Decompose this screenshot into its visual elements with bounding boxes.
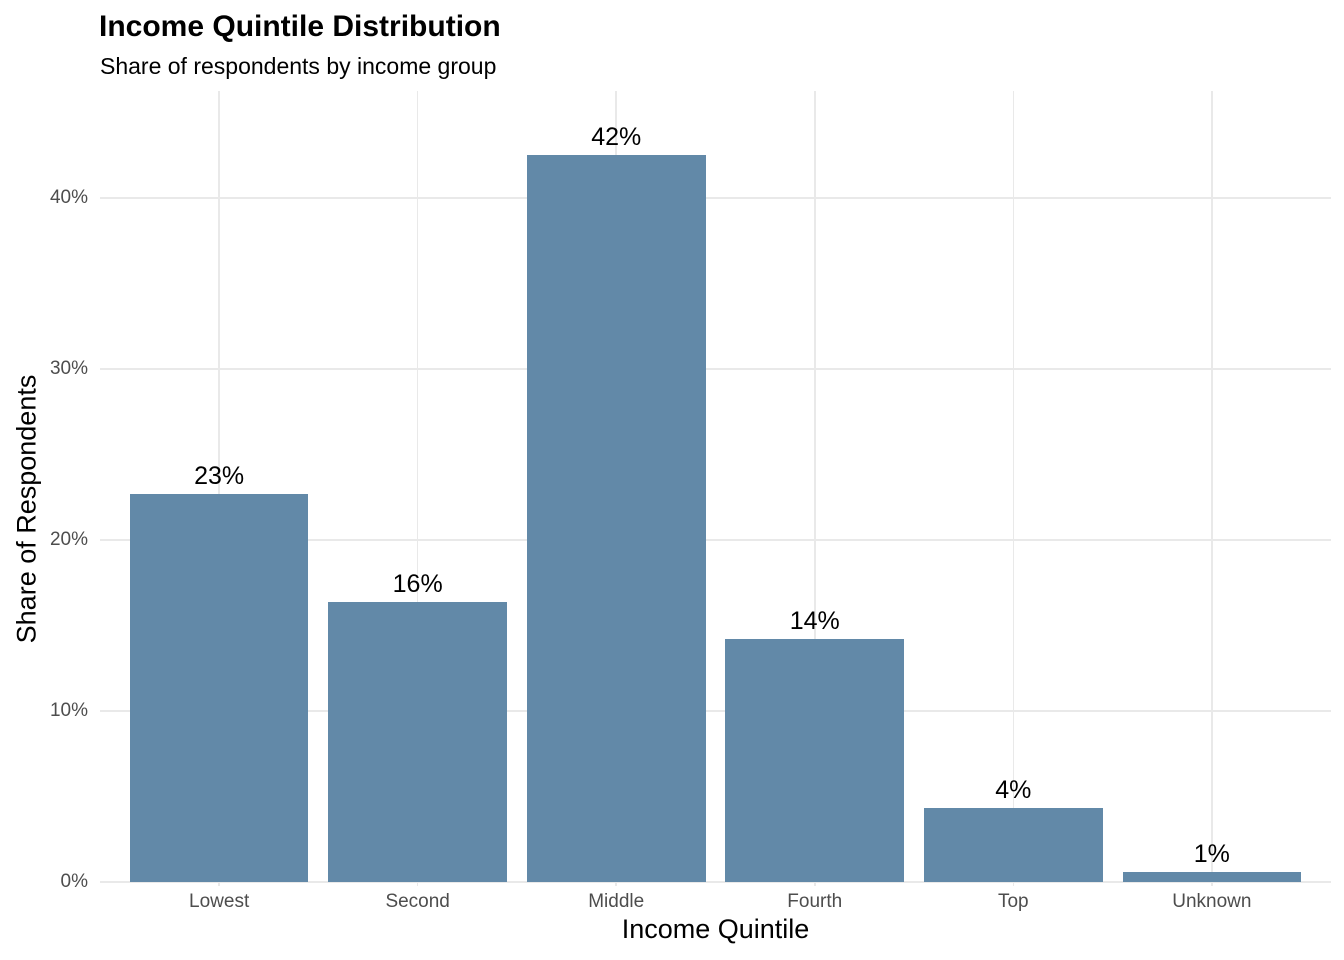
bar-middle bbox=[526, 155, 706, 882]
plot-panel bbox=[100, 91, 1331, 886]
x-tick-label-second: Second bbox=[385, 891, 450, 912]
y-tick-label: 30% bbox=[49, 358, 88, 379]
y-axis-title: Share of Respondents bbox=[11, 374, 42, 644]
bar-value-label-second: 16% bbox=[392, 569, 443, 598]
bar-unknown bbox=[1122, 871, 1302, 882]
gridline-horizontal bbox=[100, 539, 1331, 541]
bar-value-label-top: 4% bbox=[995, 776, 1032, 805]
gridline-vertical bbox=[416, 91, 419, 886]
bar-value-label-fourth: 14% bbox=[789, 607, 840, 636]
gridline-vertical bbox=[814, 91, 816, 886]
x-tick-label-fourth: Fourth bbox=[787, 891, 843, 912]
x-tick-label-lowest: Lowest bbox=[189, 891, 250, 912]
gridline-vertical bbox=[1012, 91, 1015, 886]
bar-second bbox=[328, 601, 508, 882]
y-tick-label: 10% bbox=[49, 700, 88, 721]
x-tick-label-unknown: Unknown bbox=[1172, 891, 1252, 912]
bar-value-label-middle: 42% bbox=[591, 123, 642, 152]
x-axis-title: Income Quintile bbox=[621, 914, 810, 944]
bar-fourth bbox=[725, 639, 905, 882]
gridline-horizontal bbox=[100, 710, 1331, 712]
y-tick-label: 20% bbox=[49, 529, 88, 550]
x-tick-label-middle: Middle bbox=[588, 891, 645, 912]
gridline-horizontal bbox=[100, 197, 1331, 199]
chart-title: Income Quintile Distribution bbox=[99, 10, 501, 43]
gridline-horizontal bbox=[100, 881, 1331, 883]
x-tick-label-top: Top bbox=[997, 891, 1029, 912]
gridline-horizontal bbox=[100, 368, 1331, 370]
bar-value-label-lowest: 23% bbox=[194, 461, 245, 490]
bar-value-label-unknown: 1% bbox=[1193, 839, 1230, 868]
bar-lowest bbox=[129, 493, 309, 882]
gridline-vertical bbox=[1211, 91, 1213, 886]
chart-subtitle: Share of respondents by income group bbox=[100, 53, 497, 79]
gridline-vertical bbox=[218, 91, 220, 886]
bar-top bbox=[923, 808, 1103, 882]
y-tick-label: 40% bbox=[49, 187, 88, 208]
y-tick-label: 0% bbox=[60, 871, 88, 892]
